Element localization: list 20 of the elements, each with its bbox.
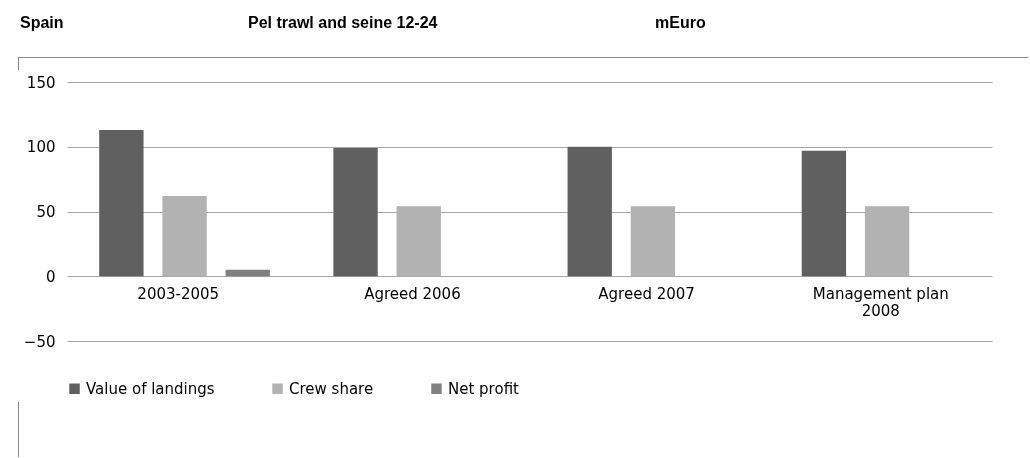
y-axis-title: mEuro [655,14,706,32]
bar [801,150,847,277]
legend-label: Crew share [289,379,374,398]
bar [99,129,144,277]
text: Spain [20,14,64,32]
x-tick-label: 2003-2005 [137,284,220,303]
y-tick-label: 100 [26,138,56,157]
x-tick-label: Agreed 2007 [598,284,695,303]
y-tick-label: 50 [36,203,56,221]
legend-label: Value of landings [86,379,215,398]
x-tick-label: Management plan 2008 [812,284,949,320]
chart-title: Pel trawl and seine 12-24 [248,14,438,32]
y-tick-label: 0 [45,267,56,286]
bar [333,148,378,277]
y-tick-label: 150 [26,73,56,92]
bar [567,146,612,277]
x-tick-label: Agreed 2006 [364,284,461,303]
legend-label: Net profit [448,379,520,398]
bar [225,269,270,277]
y-tick-label: −50 [23,332,56,351]
